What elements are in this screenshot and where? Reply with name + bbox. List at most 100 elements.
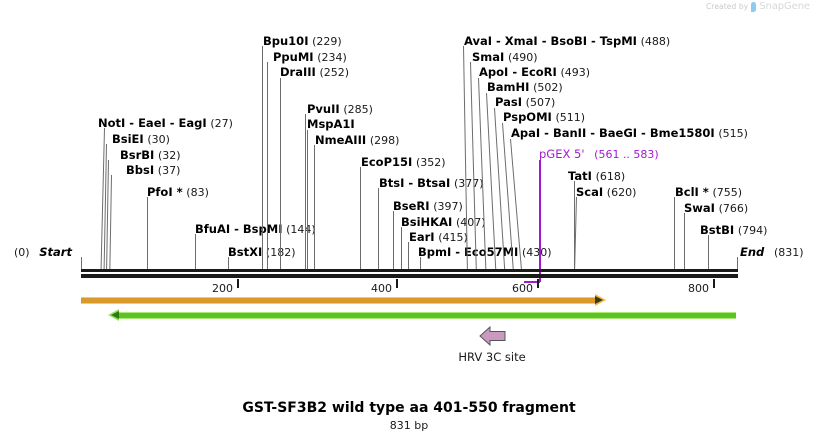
enzyme-label-btsi-btsai[interactable]: BtsI - BtsaI (377) (379, 177, 484, 190)
enzyme-name: ScaI (576, 185, 604, 199)
enzyme-position: (285) (343, 103, 373, 116)
ruler-label-600: 600 (512, 282, 533, 295)
enzyme-label-bsrbi[interactable]: BsrBI (32) (120, 149, 181, 162)
enzyme-name: BfuAI - BspMI (195, 222, 283, 236)
enzyme-position: (507) (525, 96, 556, 109)
leader-line (408, 242, 409, 270)
leader-line (378, 188, 379, 270)
ruler-tick-200 (237, 279, 239, 288)
leader-line (393, 211, 394, 270)
enzyme-position: (511) (555, 111, 586, 124)
leader-line (314, 145, 315, 270)
enzyme-name: BstBI (700, 223, 735, 237)
enzyme-position: (144) (286, 223, 316, 236)
enzyme-name: ApaI - BanII - BaeGI - Bme1580I (511, 126, 715, 140)
enzyme-label-apoi-ecori[interactable]: ApoI - EcoRI (493) (479, 66, 590, 79)
enzyme-label-tati[interactable]: TatI (618) (568, 170, 625, 183)
enzyme-label-bbsi[interactable]: BbsI (37) (126, 164, 180, 177)
enzyme-position: (27) (210, 117, 233, 130)
enzyme-position: (377) (453, 177, 484, 190)
enzyme-label-bamhi[interactable]: BamHI (502) (487, 81, 563, 94)
enzyme-label-avai-xmai-bsobi-tspmi[interactable]: AvaI - XmaI - BsoBI - TspMI (488) (464, 35, 670, 48)
feature-gst-arrow-body[interactable] (81, 297, 595, 304)
ruler-label-800: 800 (688, 282, 709, 295)
enzyme-name: BsiHKAI (401, 215, 453, 229)
sequence-backbone-bottom (81, 274, 738, 278)
enzyme-name: PfoI * (147, 185, 183, 199)
enzyme-label-draiii[interactable]: DraIII (252) (280, 66, 349, 79)
feature-hrv3c-site[interactable] (479, 325, 507, 351)
enzyme-position: (397) (433, 200, 463, 213)
ruler-tick-400 (396, 279, 398, 288)
leader-line (109, 175, 112, 270)
snapgene-logo-icon (751, 1, 757, 12)
leader-line (267, 62, 268, 270)
enzyme-name: BtsI - BtsaI (379, 176, 451, 190)
enzyme-label-ppumi[interactable]: PpuMI (234) (273, 51, 347, 64)
enzyme-label-noti-eaei-eagi[interactable]: NotI - EaeI - EagI (27) (98, 117, 233, 130)
enzyme-label-eari[interactable]: EarI (415) (409, 231, 468, 244)
ruler-tick-800 (713, 279, 715, 288)
enzyme-label-pspomi[interactable]: PspOMI (511) (503, 111, 585, 124)
start-label: Start (39, 245, 72, 259)
ruler-tick-600 (537, 279, 539, 288)
enzyme-label-pvuii[interactable]: PvuII (285) (307, 103, 373, 116)
leader-line (470, 62, 477, 270)
enzyme-position: (490) (507, 51, 538, 64)
leader-line (307, 130, 308, 270)
enzyme-label-bstbi[interactable]: BstBI (794) (700, 224, 767, 237)
enzyme-position: (352) (415, 156, 446, 169)
enzyme-position: (794) (737, 224, 768, 237)
enzyme-label-pasi[interactable]: PasI (507) (495, 96, 555, 109)
enzyme-label-bsiei[interactable]: BsiEI (30) (112, 133, 170, 146)
enzyme-position: (37) (157, 164, 181, 177)
enzyme-label-bpu10i[interactable]: Bpu10I (229) (263, 35, 342, 48)
enzyme-position: (766) (718, 202, 749, 215)
primer-label-pgex5[interactable]: pGEX 5' (561 .. 583) (539, 148, 659, 161)
enzyme-label-apai-banii-baegi-bme1580i[interactable]: ApaI - BanII - BaeGI - Bme1580I (515) (511, 127, 748, 140)
enzyme-name: EarI (409, 230, 435, 244)
enzyme-label-mspa1i[interactable]: MspA1I (307, 118, 355, 130)
enzyme-name: TatI (568, 169, 592, 183)
enzyme-label-bfuai-bspmi[interactable]: BfuAI - BspMI (144) (195, 223, 316, 236)
enzyme-name: PvuII (307, 102, 340, 116)
leader-line (195, 234, 196, 270)
enzyme-position: (234) (317, 51, 347, 64)
enzyme-name: ApoI - EcoRI (479, 65, 557, 79)
enzyme-position: (252) (319, 66, 350, 79)
leader-line (420, 257, 421, 270)
enzyme-name: NotI - EaeI - EagI (98, 116, 207, 130)
construct-title: GST-SF3B2 wild type aa 401-550 fragment (242, 400, 576, 416)
end-position: (831) (773, 246, 804, 259)
enzyme-label-scai[interactable]: ScaI (620) (576, 186, 636, 199)
enzyme-label-nmeaiii[interactable]: NmeAIII (298) (315, 134, 399, 147)
enzyme-label-bsihkai[interactable]: BsiHKAI (407) (401, 216, 486, 229)
leader-line (737, 257, 738, 270)
enzyme-label-pfoi[interactable]: PfoI * (83) (147, 186, 209, 199)
enzyme-position: (488) (640, 35, 671, 48)
primer-line-pgex5[interactable] (539, 160, 541, 282)
sequence-backbone-top (81, 269, 738, 272)
feature-translation-arrow-body[interactable] (119, 312, 736, 319)
enzyme-label-bcli[interactable]: BclI * (755) (675, 186, 742, 199)
leader-line (106, 160, 109, 270)
enzyme-name: AvaI - XmaI - BsoBI - TspMI (464, 34, 637, 48)
enzyme-position: (618) (595, 170, 626, 183)
hrv3c-left-arrow-icon (479, 325, 506, 347)
enzyme-name: Bpu10I (263, 34, 309, 48)
enzyme-name: BsrBI (120, 148, 155, 162)
enzyme-label-bseri[interactable]: BseRI (397) (393, 200, 463, 213)
enzyme-position: (515) (718, 127, 748, 140)
enzyme-label-swai[interactable]: SwaI (766) (684, 202, 748, 215)
leader-line (708, 235, 709, 270)
enzyme-position: (415) (438, 231, 468, 244)
primer-foot-pgex5 (524, 281, 540, 283)
primer-name: pGEX 5' (539, 147, 585, 161)
enzyme-position: (229) (312, 35, 342, 48)
enzyme-name: BseRI (393, 199, 430, 213)
enzyme-name: BclI * (675, 185, 709, 199)
enzyme-label-smai[interactable]: SmaI (490) (472, 51, 538, 64)
enzyme-position: (298) (369, 134, 400, 147)
leader-line (81, 257, 82, 270)
enzyme-label-ecop15i[interactable]: EcoP15I (352) (361, 156, 446, 169)
